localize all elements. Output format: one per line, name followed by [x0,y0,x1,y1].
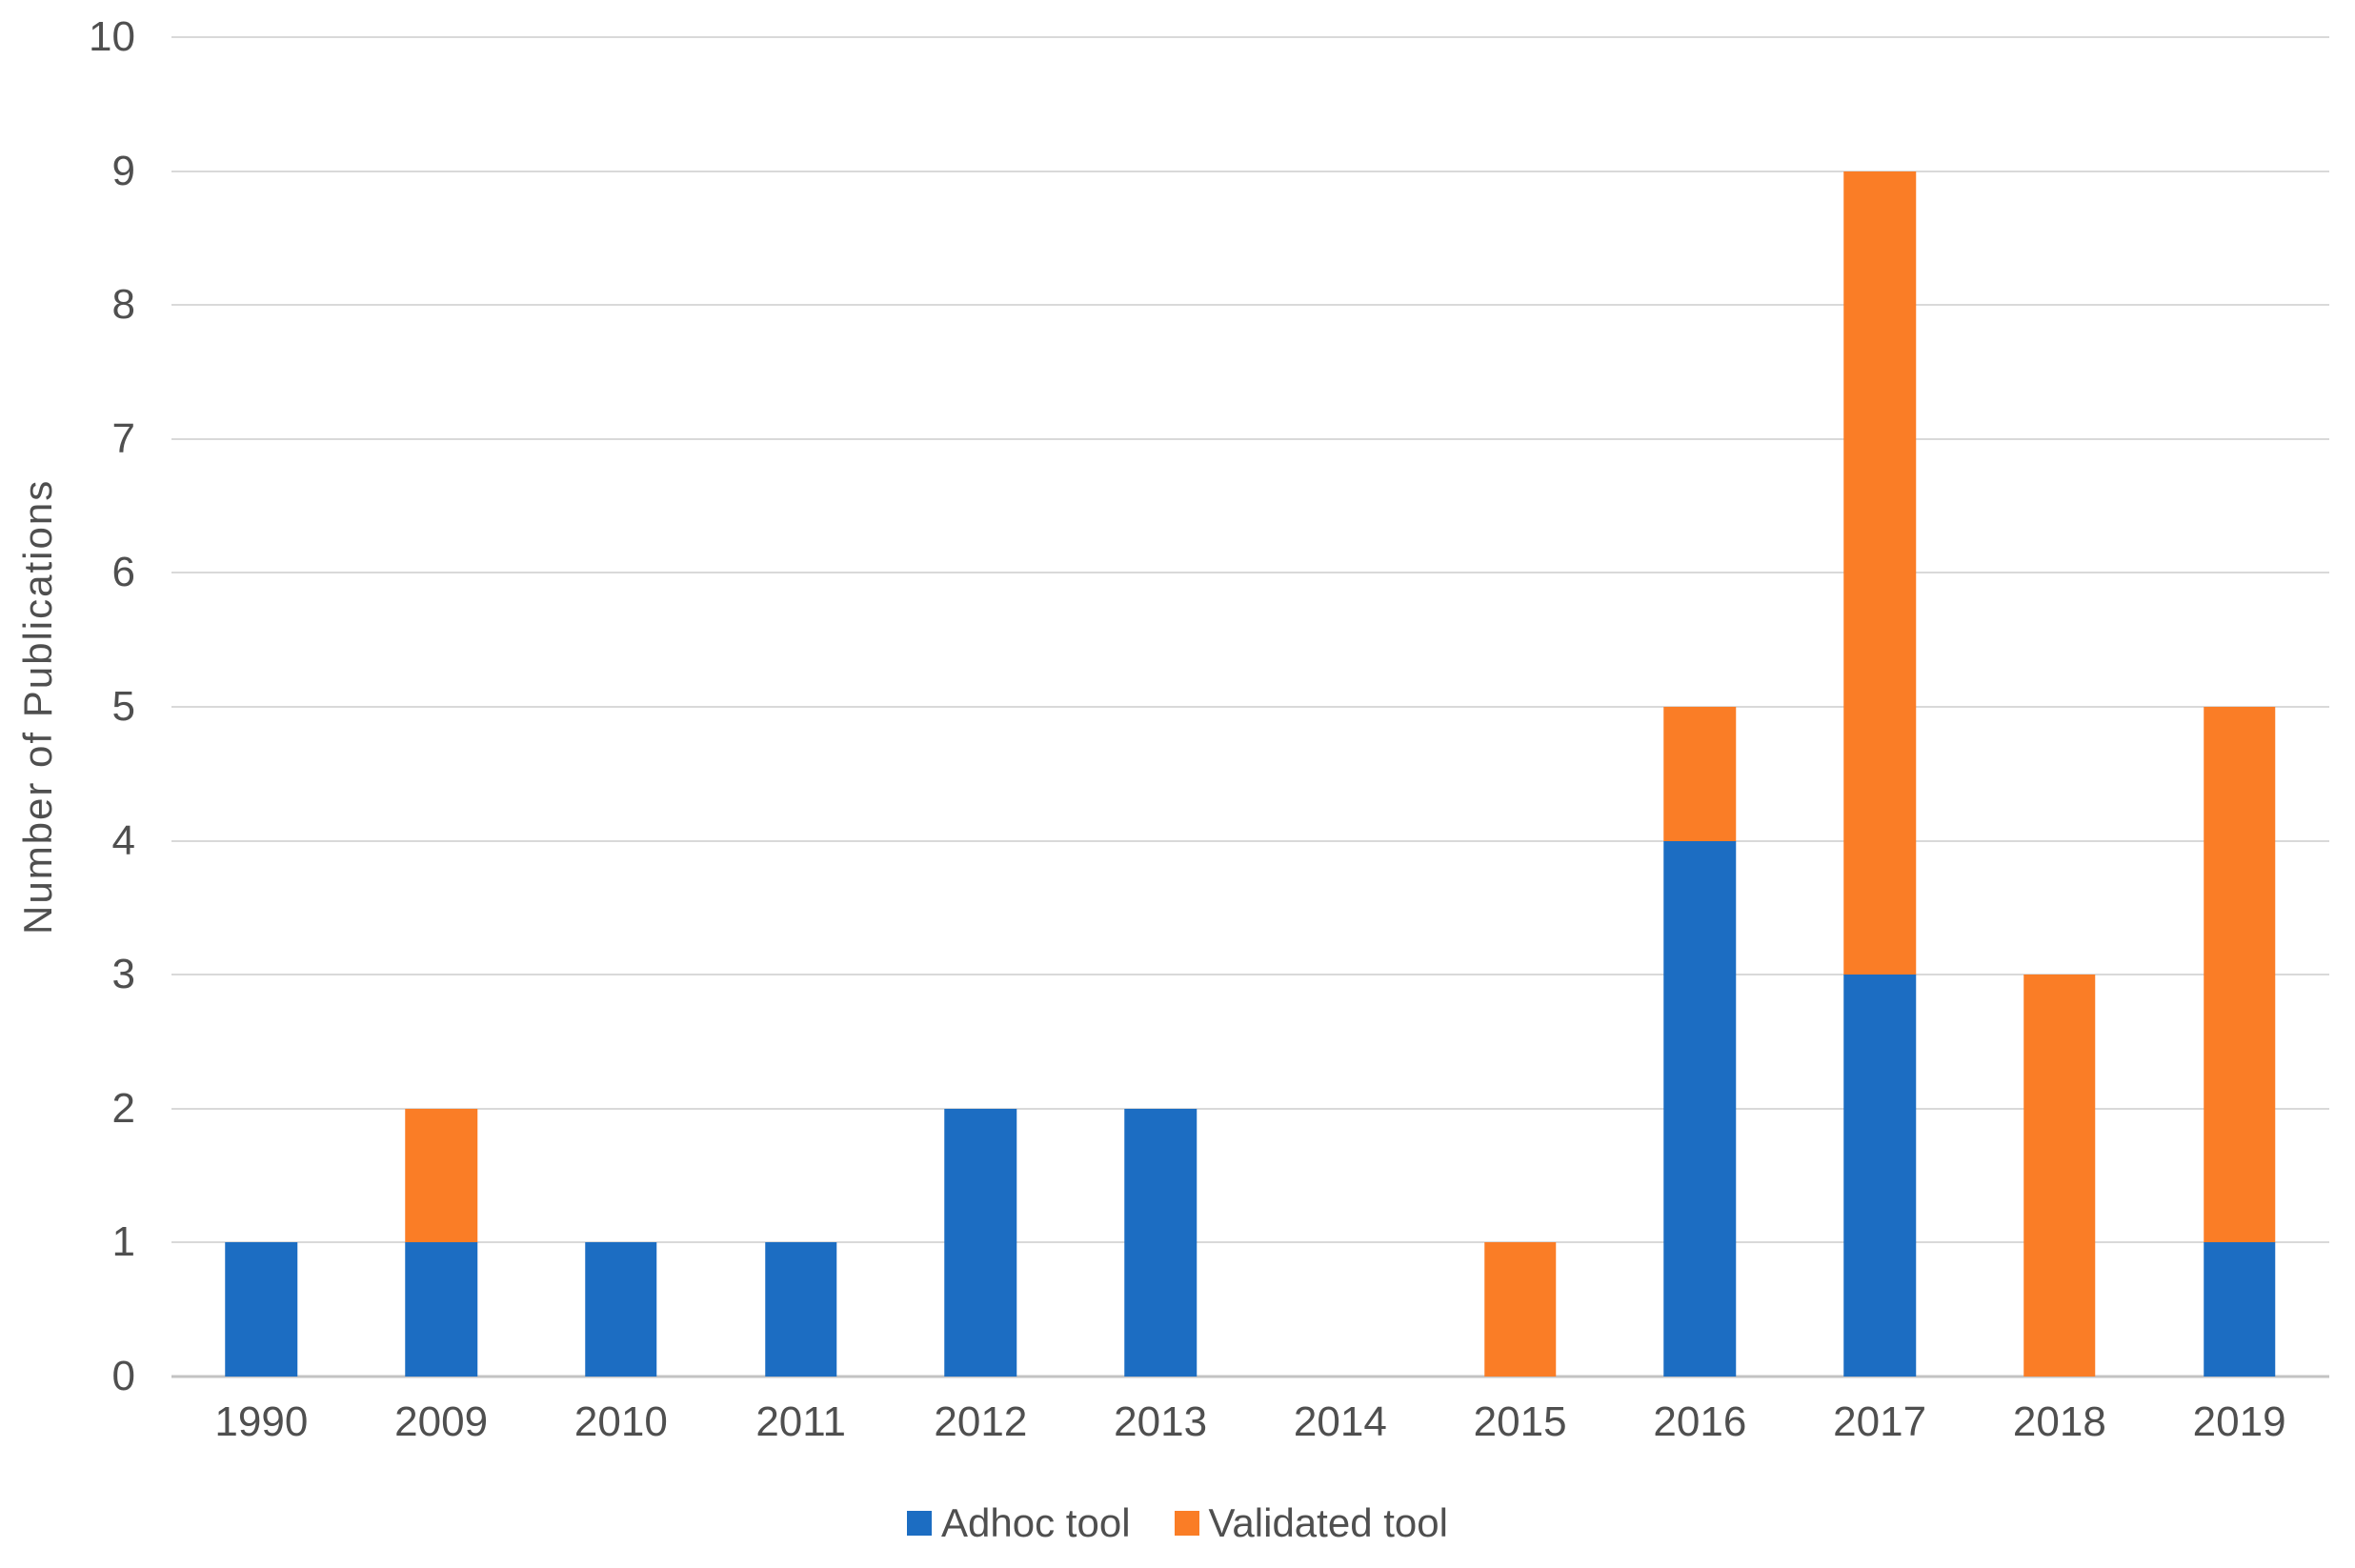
gridline-3 [171,974,2329,976]
x-tick-label-2013: 2013 [1114,1398,1208,1445]
bar-group-2019 [2149,37,2329,1377]
gridline-10 [171,36,2329,38]
gridline-1 [171,1241,2329,1244]
y-tick-label-2: 2 [111,1084,135,1132]
x-tick-label-2018: 2018 [2012,1398,2106,1445]
gridline-9 [171,170,2329,172]
bar-stack-2012 [944,37,1017,1377]
bar-group-2017 [1790,37,1970,1377]
x-tick-label-1990: 1990 [214,1398,309,1445]
gridline-6 [171,572,2329,574]
gridline-7 [171,437,2329,440]
bar-segment-2019-validated-tool [2203,707,2276,1243]
x-tick-label-2009: 2009 [394,1398,489,1445]
x-tick-label-2014: 2014 [1293,1398,1387,1445]
bar-segment-2019-adhoc-tool [2203,1242,2276,1377]
y-tick-label-1: 1 [111,1218,135,1266]
bar-segment-2012-adhoc-tool [944,1108,1017,1377]
x-tick-label-2016: 2016 [1653,1398,1747,1445]
y-tick-label-3: 3 [111,951,135,998]
bar-segment-1990-adhoc-tool [225,1242,298,1377]
plot-area [171,36,2329,1378]
bar-group-2016 [1610,37,1790,1377]
legend: Adhoc tool Validated tool [0,1503,2355,1543]
x-tick-label-2015: 2015 [1473,1398,1567,1445]
gridline-4 [171,839,2329,842]
x-tick-label-2012: 2012 [934,1398,1028,1445]
x-tick-label-2017: 2017 [1833,1398,1927,1445]
bar-stack-2013 [1124,37,1197,1377]
y-tick-label-0: 0 [111,1353,135,1399]
y-tick-label-6: 6 [111,549,135,596]
y-tick-label-4: 4 [111,816,135,864]
legend-label: Adhoc tool [941,1500,1131,1545]
bar-group-2018 [1970,37,2150,1377]
bar-stack-2017 [1843,37,1916,1377]
y-tick-label-5: 5 [111,683,135,730]
bar-group-2009 [352,37,532,1377]
bar-segment-2009-validated-tool [405,1108,477,1243]
bar-segment-2016-adhoc-tool [1663,840,1737,1377]
gridline-5 [171,706,2329,708]
legend-item-validated-tool: Validated tool [1174,1500,1448,1545]
bar-group-2010 [532,37,712,1377]
y-tick-label-9: 9 [111,147,135,194]
bar-group-2012 [891,37,1071,1377]
bar-stack-2016 [1663,37,1737,1377]
bar-group-2014 [1251,37,1431,1377]
legend-item-adhoc-tool: Adhoc tool [907,1500,1131,1545]
x-tick-label-2019: 2019 [2192,1398,2286,1445]
bar-stack-2014 [1304,37,1377,1377]
bar-segment-2015-validated-tool [1483,1242,1557,1377]
bar-segment-2017-adhoc-tool [1843,975,1916,1377]
bars-row [171,37,2329,1377]
bar-stack-1990 [225,37,298,1377]
y-axis-ticks: 0 1 2 3 4 5 6 7 8 9 10 [0,16,135,1397]
bar-stack-2015 [1483,37,1557,1377]
bar-group-2013 [1071,37,1251,1377]
bar-stack-2019 [2203,37,2276,1377]
bar-stack-2018 [2023,37,2096,1377]
bar-segment-2016-validated-tool [1663,707,1737,841]
bar-segment-2010-adhoc-tool [585,1242,657,1377]
x-axis-line [171,1375,2329,1378]
x-tick-label-2010: 2010 [574,1398,668,1445]
bar-stack-2009 [405,37,477,1377]
bar-group-2011 [711,37,891,1377]
legend-swatch-icon [1174,1511,1199,1536]
bar-segment-2009-adhoc-tool [405,1242,477,1377]
bar-segment-2018-validated-tool [2023,975,2096,1377]
gridline-8 [171,304,2329,307]
y-tick-label-7: 7 [111,414,135,462]
x-axis-ticks: 1990 2009 2010 2011 2012 2013 2014 2015 2016 2017… [171,1401,2329,1443]
bar-stack-2011 [764,37,837,1377]
bar-segment-2017-validated-tool [1843,171,1916,975]
bar-stack-2010 [585,37,657,1377]
gridline-2 [171,1107,2329,1110]
bar-segment-2013-adhoc-tool [1124,1108,1197,1377]
y-tick-label-8: 8 [111,281,135,329]
bar-group-1990 [171,37,352,1377]
legend-label: Validated tool [1208,1500,1448,1545]
bar-segment-2011-adhoc-tool [764,1242,837,1377]
legend-swatch-icon [907,1511,933,1536]
x-tick-label-2011: 2011 [755,1398,846,1445]
bar-group-2015 [1430,37,1610,1377]
y-tick-label-10: 10 [89,13,135,60]
